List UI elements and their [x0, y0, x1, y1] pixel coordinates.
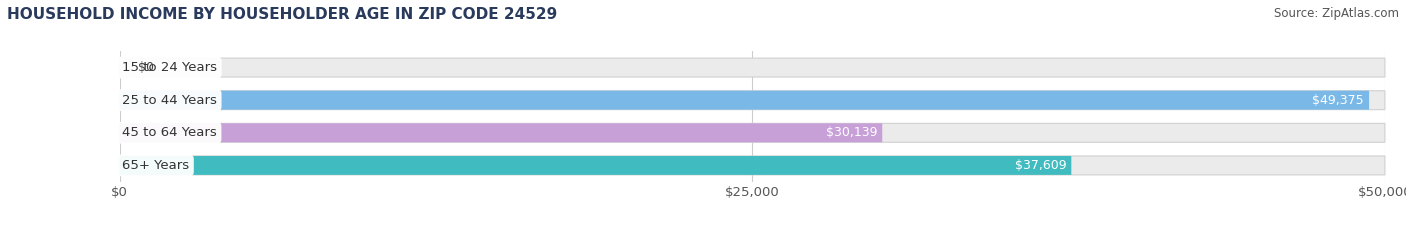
FancyBboxPatch shape: [120, 156, 1385, 175]
Text: 45 to 64 Years: 45 to 64 Years: [122, 126, 217, 139]
Text: $49,375: $49,375: [1312, 94, 1364, 107]
Text: $30,139: $30,139: [825, 126, 877, 139]
Text: 65+ Years: 65+ Years: [122, 159, 190, 172]
Text: Source: ZipAtlas.com: Source: ZipAtlas.com: [1274, 7, 1399, 20]
Text: $37,609: $37,609: [1015, 159, 1066, 172]
FancyBboxPatch shape: [120, 123, 1385, 142]
Text: $0: $0: [139, 61, 155, 74]
Text: HOUSEHOLD INCOME BY HOUSEHOLDER AGE IN ZIP CODE 24529: HOUSEHOLD INCOME BY HOUSEHOLDER AGE IN Z…: [7, 7, 557, 22]
FancyBboxPatch shape: [120, 156, 1071, 175]
FancyBboxPatch shape: [120, 123, 883, 142]
FancyBboxPatch shape: [120, 58, 1385, 77]
FancyBboxPatch shape: [120, 91, 1385, 110]
Text: 25 to 44 Years: 25 to 44 Years: [122, 94, 217, 107]
Text: 15 to 24 Years: 15 to 24 Years: [122, 61, 217, 74]
FancyBboxPatch shape: [120, 91, 1369, 110]
